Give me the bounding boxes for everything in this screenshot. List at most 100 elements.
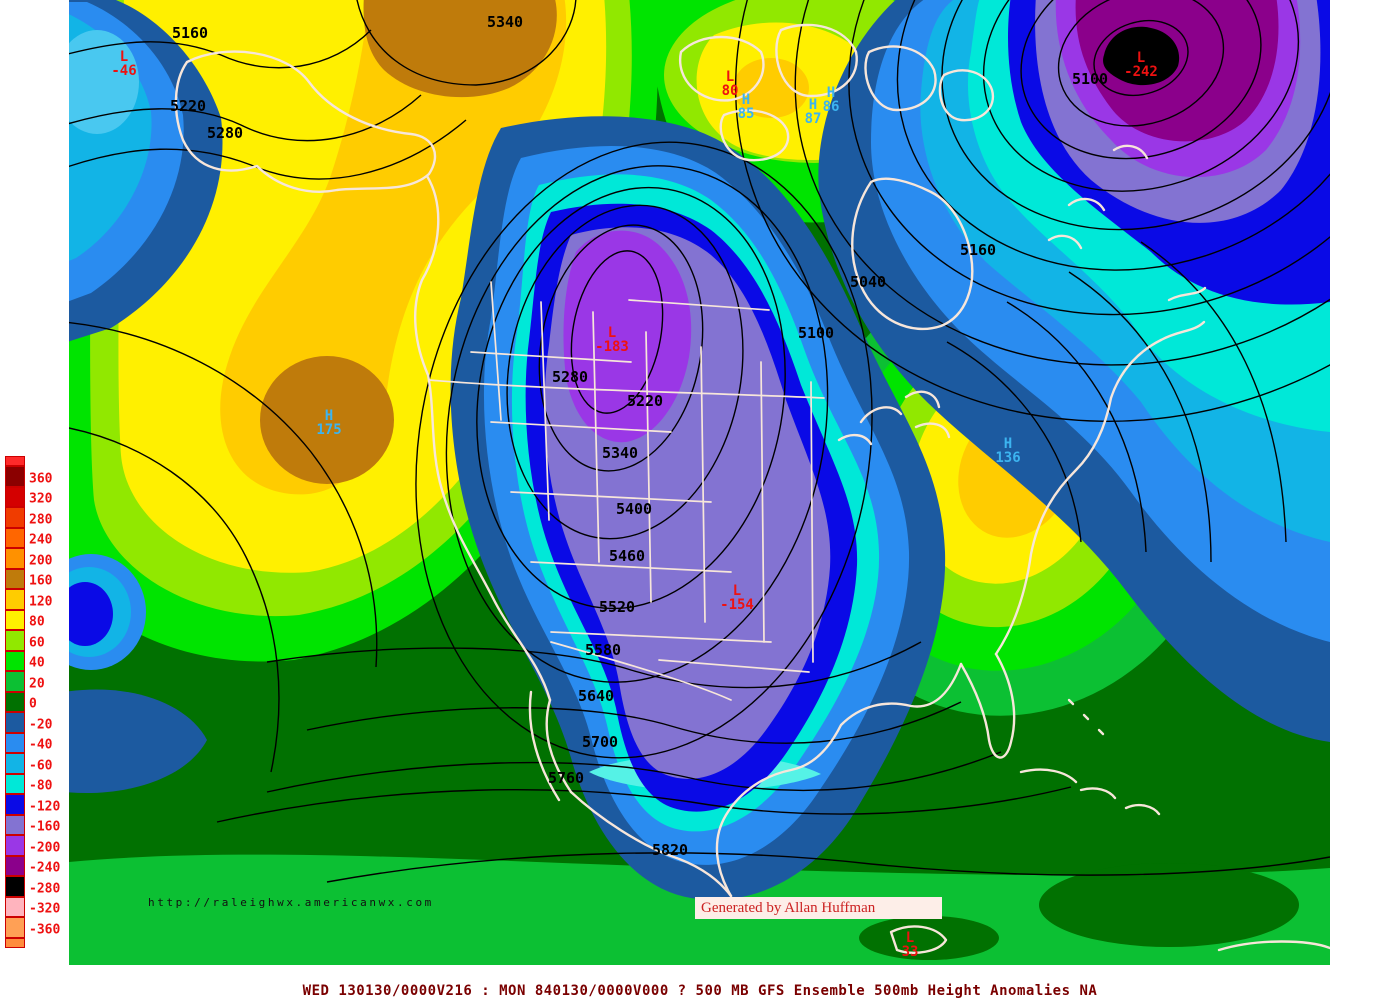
colorbar-cell	[5, 527, 25, 548]
colorbar-cell	[5, 671, 25, 692]
contour-line	[896, 0, 1330, 271]
contour-label: 5280	[206, 124, 244, 142]
contour-line	[69, 119, 467, 180]
contour-line	[356, 0, 577, 86]
marker-symbol: H	[324, 408, 334, 424]
border-line	[428, 379, 825, 399]
colorbar-label: 160	[29, 573, 53, 589]
border-line	[490, 281, 814, 663]
colorbar-cell	[5, 691, 25, 712]
marker-value: 80	[721, 83, 739, 99]
contour-line	[848, 0, 1330, 316]
border-line	[550, 641, 732, 701]
coastline	[1047, 144, 1149, 250]
anomaly-map	[69, 0, 1330, 965]
colorbar-label: 120	[29, 594, 53, 609]
contour-line	[216, 786, 1072, 823]
colorbar-label: -240	[29, 860, 61, 876]
colorbar-cell	[5, 732, 25, 753]
coastline	[994, 338, 1163, 656]
contour-label: 5280	[551, 368, 589, 386]
contour-label: 5700	[581, 733, 619, 751]
watermark-url: http://raleighwx.americanwx.com	[148, 896, 434, 909]
coastline	[1067, 698, 1105, 736]
colorbar-label: -160	[29, 819, 61, 835]
height-contours	[69, 0, 1330, 883]
credit-box: Generated by Allan Huffman	[695, 897, 942, 919]
colorbar-label: -80	[29, 778, 53, 794]
fill-region	[260, 356, 394, 484]
contour-label: 5220	[169, 97, 207, 115]
colorbar-cell	[5, 609, 25, 630]
coastline	[889, 925, 948, 954]
contour-label: 5100	[797, 324, 835, 342]
marker-symbol: H	[808, 97, 818, 113]
contour-line	[445, 165, 829, 683]
colorbar-cell	[5, 466, 25, 487]
contour-label: 5220	[626, 392, 664, 410]
colorbar-label: -360	[29, 922, 61, 937]
marker-value: -183	[595, 339, 629, 355]
colorbar-label: 320	[29, 491, 53, 507]
colorbar-cell	[5, 548, 25, 569]
contour-line	[69, 427, 280, 773]
coastline	[678, 35, 765, 102]
fill-region	[69, 689, 207, 794]
high-pressure-marker: H 175	[316, 409, 341, 437]
marker-value: 87	[804, 111, 822, 127]
contour-line	[69, 94, 422, 142]
colorbar-label: -280	[29, 881, 61, 896]
contour-line	[734, 0, 1330, 422]
contour-label: 5100	[1071, 70, 1109, 88]
colorbar-label: 200	[29, 553, 53, 568]
colorbar-label: -20	[29, 717, 53, 732]
contour-line	[1006, 301, 1147, 553]
marker-symbol: H	[741, 92, 751, 108]
colorbar-label: -60	[29, 758, 53, 773]
contour-line	[1068, 271, 1212, 563]
colorbar-cell	[5, 568, 25, 589]
colorbar-label: 240	[29, 532, 53, 548]
fill-region	[733, 58, 809, 118]
fill-region	[859, 916, 999, 960]
credit-text: Generated by Allan Huffman	[701, 900, 876, 916]
coastline	[938, 69, 995, 122]
colorbar-label: 60	[29, 635, 45, 650]
colorbar-label: -120	[29, 799, 61, 814]
contour-line	[306, 701, 962, 744]
fill-region	[69, 30, 139, 134]
fill-region	[1039, 863, 1299, 947]
coastline	[569, 790, 733, 898]
contour-label: 5040	[849, 273, 887, 291]
contour-line	[941, 0, 1330, 231]
low-pressure-marker: L -183	[595, 326, 629, 354]
coastline	[1159, 286, 1207, 342]
border-line	[470, 299, 810, 673]
colorbar-cell	[5, 773, 25, 794]
high-pressure-marker: H 86	[823, 86, 840, 114]
high-pressure-marker: H 85	[738, 93, 755, 121]
marker-value: 136	[995, 450, 1021, 466]
colorbar-label: 0	[29, 696, 37, 712]
colorbar-label: 280	[29, 512, 53, 527]
colorbar-cell	[5, 753, 25, 774]
marker-symbol: L	[1136, 50, 1146, 66]
marker-symbol: L	[607, 325, 617, 341]
colorbar-label: 40	[29, 655, 45, 671]
colorbar-label: 20	[29, 676, 45, 691]
contour-label: 5160	[959, 241, 997, 259]
marker-symbol: L	[905, 930, 915, 946]
contour-label: 5160	[171, 24, 209, 42]
coastline	[174, 50, 437, 193]
low-pressure-marker: L -46	[111, 50, 136, 78]
coastline	[959, 652, 1016, 759]
colorbar-label: -40	[29, 737, 53, 753]
colorbar-cell	[5, 507, 25, 528]
contour-line	[946, 341, 1082, 543]
contour-line	[266, 641, 922, 689]
low-pressure-marker: L 80	[722, 70, 739, 98]
fill-region	[363, 0, 557, 98]
marker-value: -46	[111, 63, 137, 79]
colorbar-cell	[5, 876, 25, 897]
